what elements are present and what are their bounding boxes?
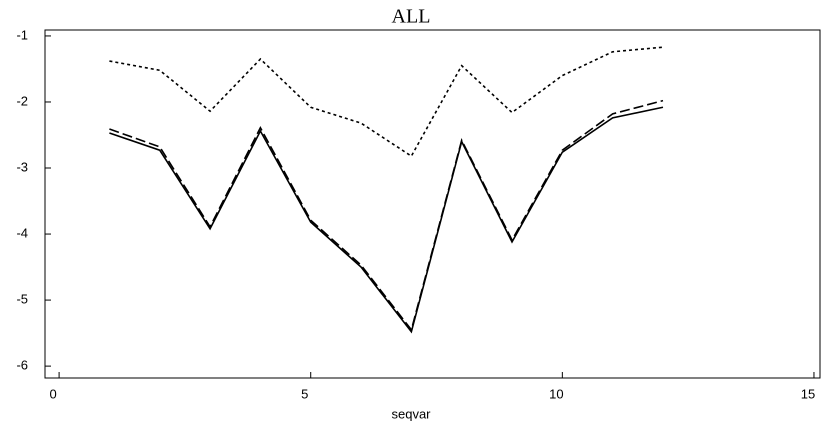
plot-frame	[44, 29, 821, 379]
y-tick-label: -3	[16, 159, 28, 174]
y-tick-label: -1	[16, 27, 28, 42]
series-line	[109, 106, 664, 334]
x-tick-label: 10	[549, 386, 563, 401]
x-tick-label: 0	[49, 386, 56, 401]
x-tick-label: 5	[301, 386, 308, 401]
x-tick-label: 15	[801, 386, 815, 401]
y-tick-label: -5	[16, 292, 28, 307]
y-tick-label: -4	[16, 225, 28, 240]
y-tick-label: -6	[16, 358, 28, 373]
y-tick-label: -2	[16, 93, 28, 108]
series-line	[109, 99, 664, 332]
chart-title: ALL	[392, 6, 431, 28]
x-axis-label: seqvar	[391, 406, 431, 421]
